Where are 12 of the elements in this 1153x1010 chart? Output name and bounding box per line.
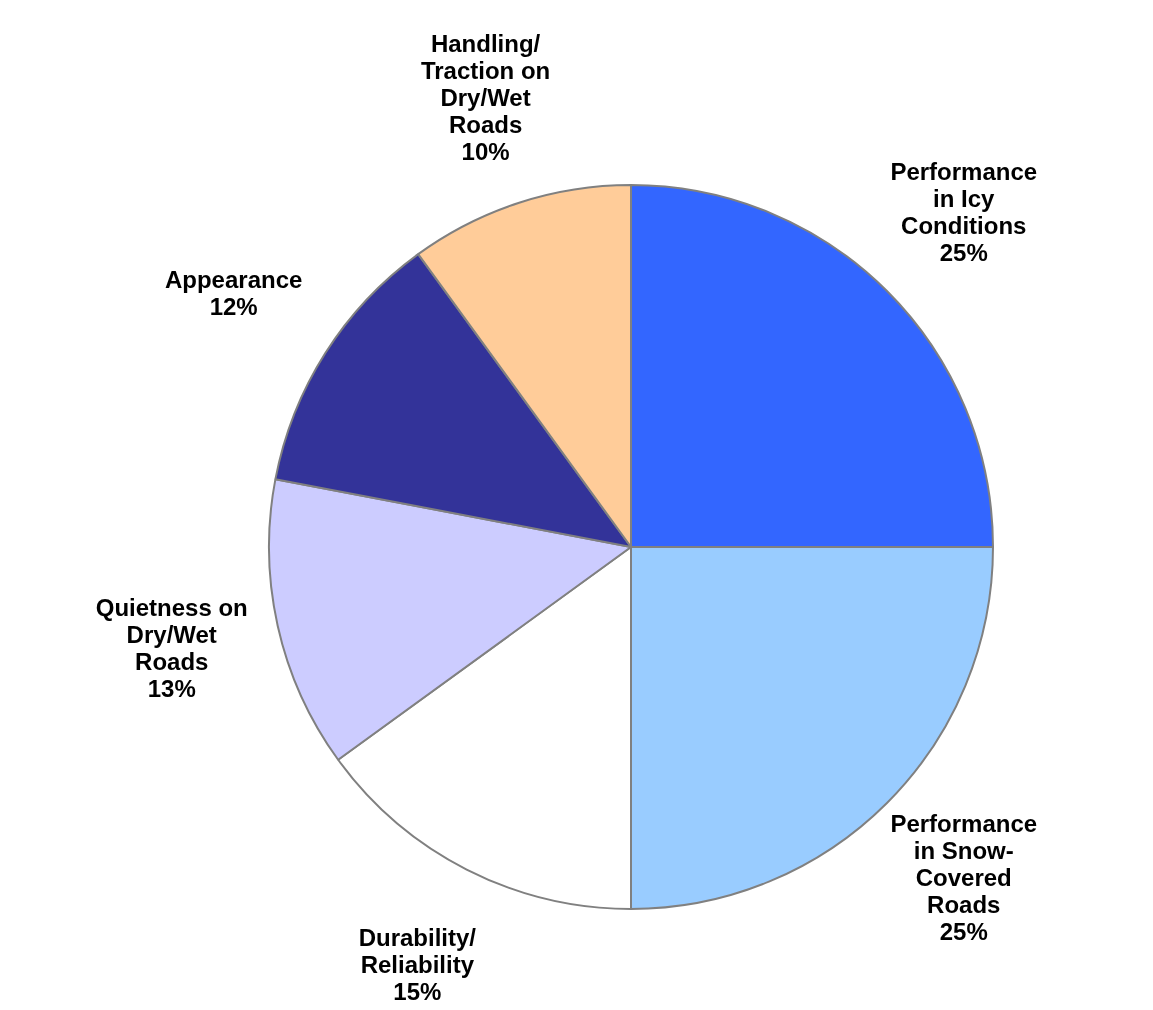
slice-label: Handling/ Traction on Dry/Wet Roads (420, 30, 551, 139)
data-label: 25% (939, 239, 988, 267)
data-label: 15% (393, 977, 442, 1005)
slice-label: Appearance (164, 265, 303, 293)
data-label: 12% (209, 292, 258, 320)
slice-label: Quietness on Dry/Wet Roads (95, 593, 248, 675)
data-label: 13% (147, 674, 196, 702)
slice-label: Durability/ Reliability (358, 923, 477, 978)
data-label: 25% (939, 918, 988, 946)
slice-label: Performance in Icy Conditions (890, 158, 1038, 240)
slice-label: Performance in Snow-Covered Roads (890, 810, 1038, 919)
data-label: 10% (461, 138, 510, 166)
